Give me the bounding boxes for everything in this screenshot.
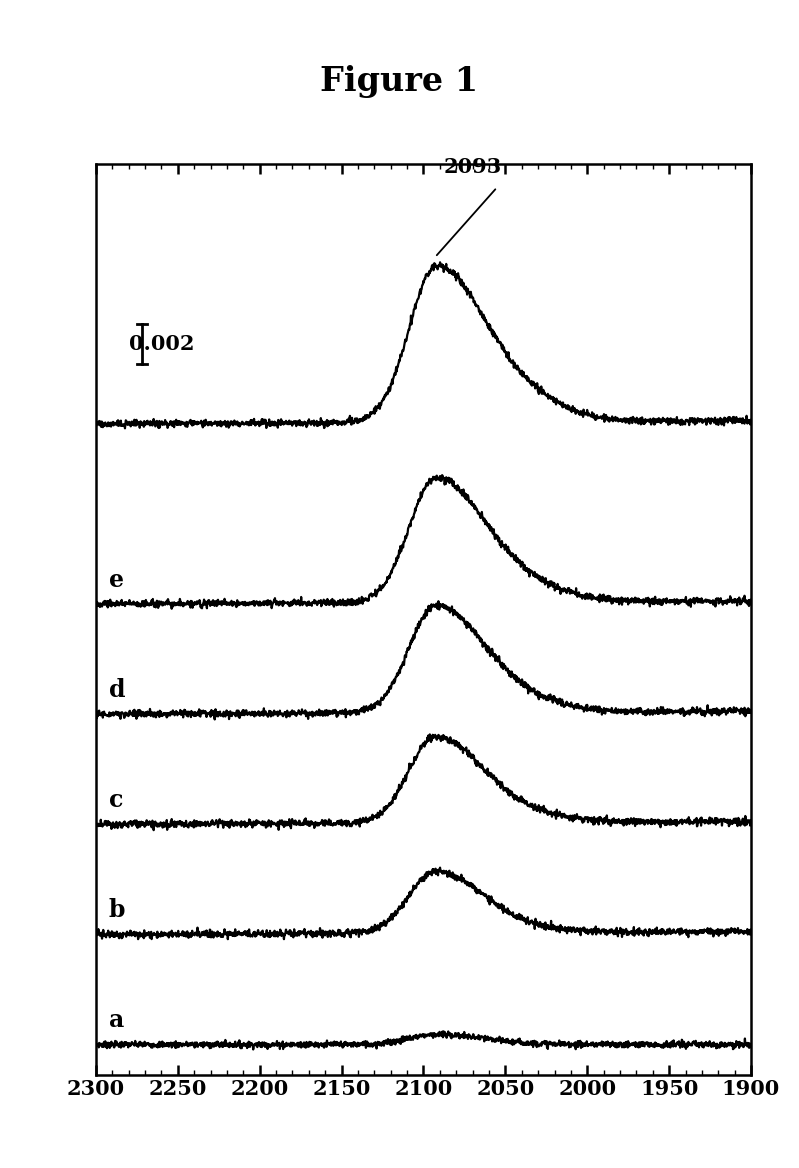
Text: 2093: 2093 xyxy=(443,158,502,178)
Text: 0.002: 0.002 xyxy=(129,334,194,354)
Text: d: d xyxy=(109,679,125,702)
Text: e: e xyxy=(109,568,124,592)
Text: a: a xyxy=(109,1008,124,1033)
Text: b: b xyxy=(109,898,125,923)
Text: c: c xyxy=(109,788,123,812)
Text: Figure 1: Figure 1 xyxy=(320,65,479,98)
